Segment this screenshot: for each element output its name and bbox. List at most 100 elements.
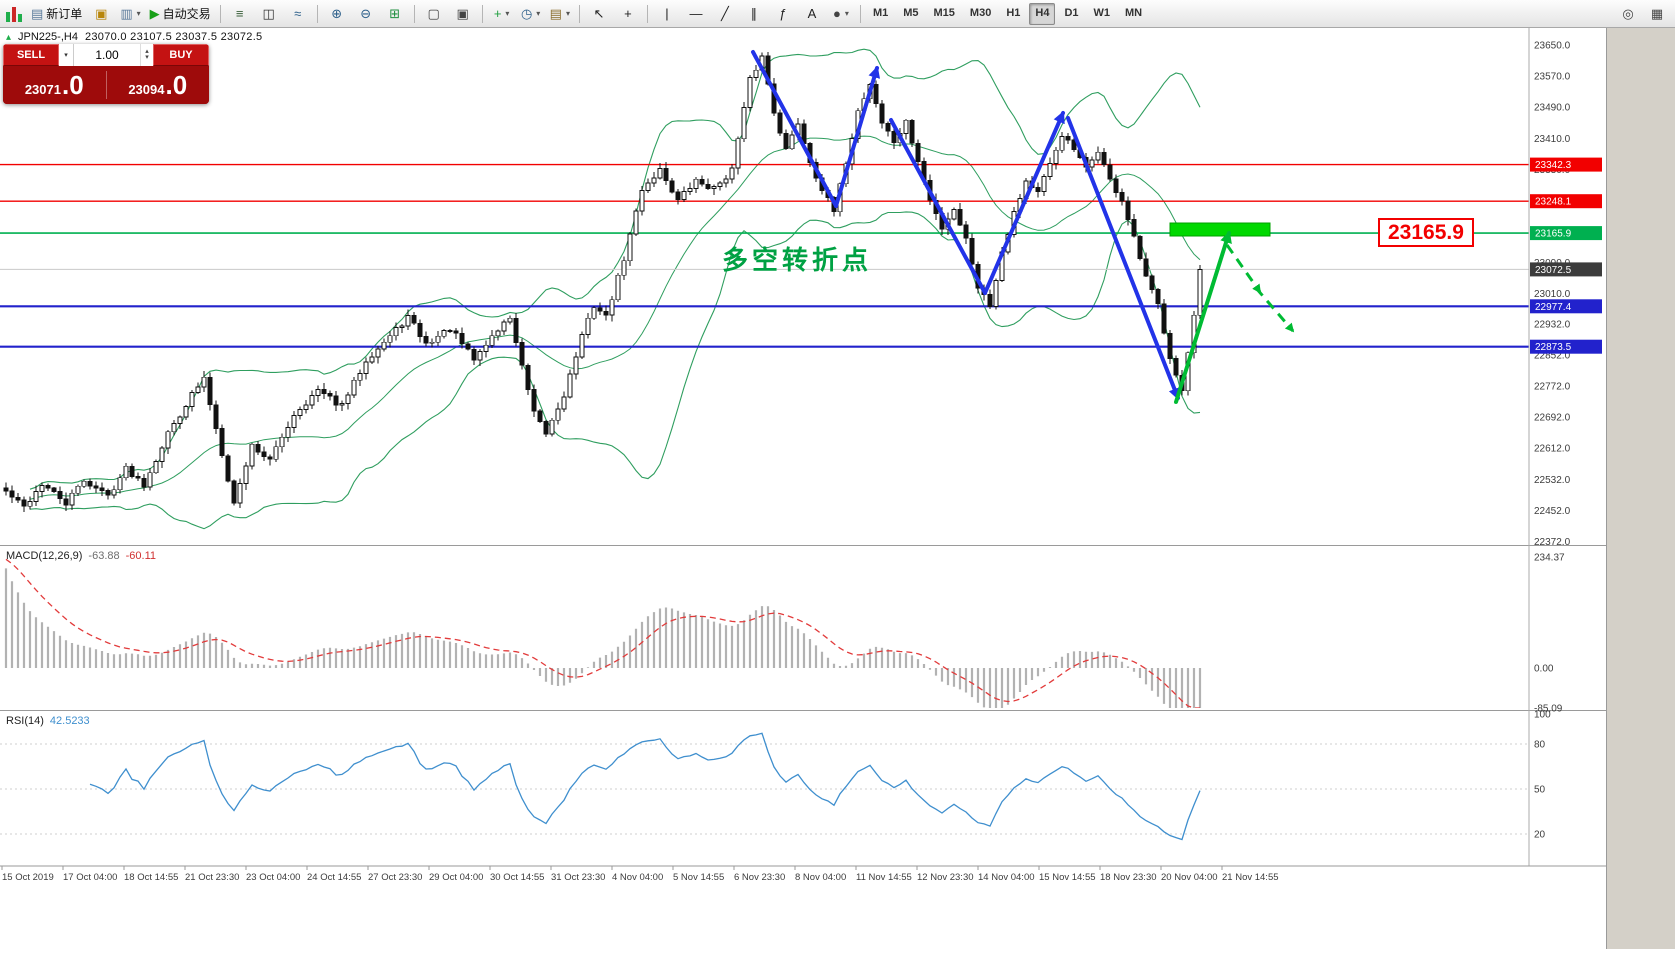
crosshair-button[interactable]: + bbox=[614, 2, 642, 26]
toolbar-separator bbox=[578, 4, 580, 23]
price-badge-label: 23165.9 bbox=[1535, 229, 1572, 240]
zoom-out-button[interactable]: ⊖ bbox=[352, 2, 380, 26]
candle bbox=[117, 477, 123, 491]
candle bbox=[681, 191, 687, 201]
candle bbox=[591, 307, 597, 319]
auto-trading-button[interactable]: ▶ 自动交易 bbox=[146, 2, 215, 26]
candle bbox=[75, 485, 81, 494]
text-button[interactable]: A bbox=[798, 2, 826, 26]
volume-field[interactable]: 1.00 ▴ ▾ bbox=[74, 44, 153, 66]
profiles-button[interactable]: ▥ ▾ bbox=[116, 2, 144, 26]
candle bbox=[903, 119, 909, 134]
auto-trading-icon: ▶ bbox=[149, 6, 160, 21]
periods-button[interactable]: ◷ ▾ bbox=[517, 2, 545, 26]
trend-arrow-blue[interactable] bbox=[889, 118, 987, 295]
price-tick-label: 22772.0 bbox=[1534, 382, 1571, 393]
price-tick-label: 22372.0 bbox=[1534, 537, 1571, 548]
sell-button[interactable]: SELL bbox=[3, 44, 59, 66]
candle bbox=[711, 186, 717, 189]
fibonacci-button[interactable]: ƒ bbox=[769, 2, 797, 26]
tile-windows-icon: ▢ bbox=[427, 6, 440, 21]
grid-button[interactable]: ⊞ bbox=[381, 2, 409, 26]
candle bbox=[627, 233, 633, 262]
candle bbox=[1155, 289, 1161, 305]
cursor-button[interactable]: ↖ bbox=[585, 2, 613, 26]
supply-zone-box[interactable] bbox=[1169, 222, 1271, 237]
trend-arrow-blue[interactable] bbox=[1066, 116, 1181, 401]
timeframe-m5[interactable]: M5 bbox=[903, 6, 919, 19]
channel-button[interactable]: ∥ bbox=[740, 2, 768, 26]
projection-arrow-green[interactable] bbox=[1254, 287, 1295, 333]
timeframe-m15[interactable]: M15 bbox=[933, 6, 955, 19]
buy-button[interactable]: BUY bbox=[153, 44, 209, 66]
candle bbox=[381, 341, 387, 350]
chart-canvas[interactable]: 23650.023570.023490.023410.023330.023090… bbox=[0, 28, 1606, 949]
candle bbox=[1065, 136, 1071, 141]
spinner-down-icon[interactable]: ▾ bbox=[145, 54, 149, 61]
candle bbox=[51, 487, 57, 492]
time-label: 15 Oct 2019 bbox=[2, 872, 54, 883]
chart-window-button[interactable]: ▣ bbox=[87, 2, 115, 26]
spinner-up-icon[interactable]: ▴ bbox=[145, 48, 149, 55]
candle bbox=[1161, 303, 1167, 334]
candle bbox=[273, 446, 279, 460]
candle bbox=[429, 341, 435, 344]
candle bbox=[669, 180, 675, 193]
timeframe-h4[interactable]: H4 bbox=[1029, 2, 1056, 25]
candle bbox=[651, 177, 657, 184]
panel-divider[interactable] bbox=[0, 545, 1606, 546]
trendline-button[interactable]: ╱ bbox=[711, 2, 739, 26]
vertical-line-button[interactable]: | bbox=[653, 2, 681, 26]
rsi-scale-label: 20 bbox=[1534, 830, 1546, 841]
time-label: 30 Oct 14:55 bbox=[490, 872, 544, 883]
shapes-button[interactable]: ● ▾ bbox=[827, 2, 855, 26]
candle bbox=[675, 191, 681, 200]
candle bbox=[303, 404, 309, 410]
volume-dropdown-button[interactable]: ▾ bbox=[59, 44, 74, 66]
rsi-panel bbox=[0, 732, 1529, 841]
new-window-button[interactable]: ▦ bbox=[1643, 2, 1671, 26]
trend-arrow-blue[interactable] bbox=[834, 65, 881, 208]
cursor-icon: ↖ bbox=[593, 6, 605, 21]
timeframe-d1[interactable]: D1 bbox=[1064, 6, 1079, 19]
macd-label: MACD(12,26,9) -63.88 -60.11 bbox=[6, 550, 156, 562]
zoom-in-button[interactable]: ⊕ bbox=[323, 2, 351, 26]
price-scale[interactable]: 23650.023570.023490.023410.023330.023090… bbox=[1528, 28, 1602, 866]
candle bbox=[555, 408, 561, 421]
candle bbox=[369, 356, 375, 363]
chevron-down-icon: ▾ bbox=[844, 9, 849, 18]
line-chart-button[interactable]: ≈ bbox=[284, 2, 312, 26]
trend-arrow-green[interactable] bbox=[1174, 230, 1232, 404]
templates-button[interactable]: ▤ ▾ bbox=[546, 2, 574, 26]
projection-arrow-green[interactable] bbox=[1225, 244, 1262, 294]
trend-arrow-blue[interactable] bbox=[751, 50, 838, 208]
time-scale[interactable]: 15 Oct 2019 17 Oct 04:00 18 Oct 14:55 21 Oc… bbox=[0, 865, 1606, 883]
timeframe-h1[interactable]: H1 bbox=[1006, 6, 1021, 19]
price-chart[interactable]: 23650.023570.023490.023410.023330.023090… bbox=[0, 28, 1606, 949]
sell-price[interactable]: 23071.0 bbox=[3, 72, 106, 98]
volume-spinner[interactable]: ▴ ▾ bbox=[140, 44, 153, 66]
timeframe-m30[interactable]: M30 bbox=[969, 6, 992, 19]
timeframe-mn[interactable]: MN bbox=[1125, 6, 1143, 19]
bar-chart-button[interactable]: ≡ bbox=[226, 2, 254, 26]
candle bbox=[879, 103, 885, 124]
cascade-windows-button[interactable]: ▣ bbox=[449, 2, 477, 26]
time-label: 11 Nov 14:55 bbox=[856, 872, 912, 883]
panel-divider[interactable] bbox=[0, 710, 1606, 711]
one-click-trading-panel: SELL ▾ 1.00 ▴ ▾ BUY 23071.0 23094.0 bbox=[3, 44, 209, 104]
horizontal-line-button[interactable]: — bbox=[682, 2, 710, 26]
trend-arrow-blue[interactable] bbox=[983, 110, 1065, 295]
new-order-button[interactable]: ▤ 新订单 bbox=[27, 2, 86, 26]
timeframe-m1[interactable]: M1 bbox=[872, 6, 889, 19]
add-indicator-button[interactable]: + ▾ bbox=[488, 2, 516, 26]
search-button[interactable]: ◎ bbox=[1614, 2, 1642, 26]
candlestick-chart-button[interactable]: ◫ bbox=[255, 2, 283, 26]
candle bbox=[363, 361, 369, 375]
new-window-icon: ▦ bbox=[1650, 6, 1664, 21]
candle bbox=[441, 330, 447, 337]
time-label: 21 Oct 23:30 bbox=[185, 872, 239, 883]
timeframe-w1[interactable]: W1 bbox=[1093, 6, 1111, 19]
tile-windows-button[interactable]: ▢ bbox=[420, 2, 448, 26]
buy-price[interactable]: 23094.0 bbox=[107, 72, 210, 98]
candle bbox=[81, 480, 87, 487]
